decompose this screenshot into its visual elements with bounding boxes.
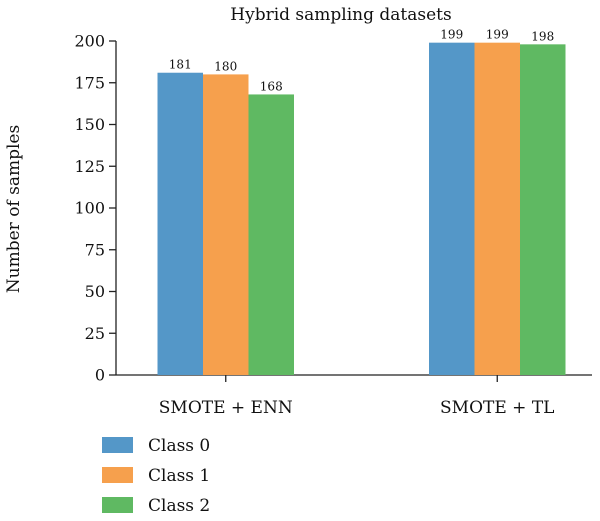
legend-swatch xyxy=(102,497,133,513)
bar xyxy=(429,42,475,376)
x-tick-label: SMOTE + TL xyxy=(440,398,554,418)
y-tick-label: 75 xyxy=(85,240,105,259)
bar xyxy=(203,74,249,376)
bar-value-label: 180 xyxy=(214,59,237,73)
legend: Class 0 Class 1 Class 2 xyxy=(102,436,210,516)
legend-label: Class 2 xyxy=(148,496,210,516)
bar-value-label: 181 xyxy=(169,58,192,72)
bar xyxy=(157,72,203,375)
bar xyxy=(520,44,566,376)
y-tick-label: 25 xyxy=(85,324,105,343)
legend-label: Class 0 xyxy=(148,436,210,456)
bar-value-label: 168 xyxy=(260,79,283,93)
y-axis-label: Number of samples xyxy=(4,125,24,293)
bar xyxy=(474,42,520,376)
y-tick-label: 200 xyxy=(74,32,105,51)
bar-value-label: 199 xyxy=(486,28,509,42)
legend-label: Class 1 xyxy=(148,466,210,486)
bar xyxy=(248,94,294,375)
y-tick-label: 125 xyxy=(74,157,105,176)
legend-swatch xyxy=(102,437,133,453)
y-tick-label: 150 xyxy=(74,115,105,134)
y-tick-label: 0 xyxy=(95,366,105,385)
y-tick-label: 50 xyxy=(85,282,105,301)
x-tick-label: SMOTE + ENN xyxy=(159,398,293,418)
chart-title: Hybrid sampling datasets xyxy=(230,5,451,25)
y-tick-label: 100 xyxy=(74,199,105,218)
bar-value-label: 198 xyxy=(531,29,554,43)
bar-value-label: 199 xyxy=(440,28,463,42)
plot-area: 0 25 50 75 100 125 150 175 200 181 180 168 SMOTE + E… xyxy=(74,28,592,418)
legend-swatch xyxy=(102,467,133,483)
y-tick-label: 175 xyxy=(74,73,105,92)
